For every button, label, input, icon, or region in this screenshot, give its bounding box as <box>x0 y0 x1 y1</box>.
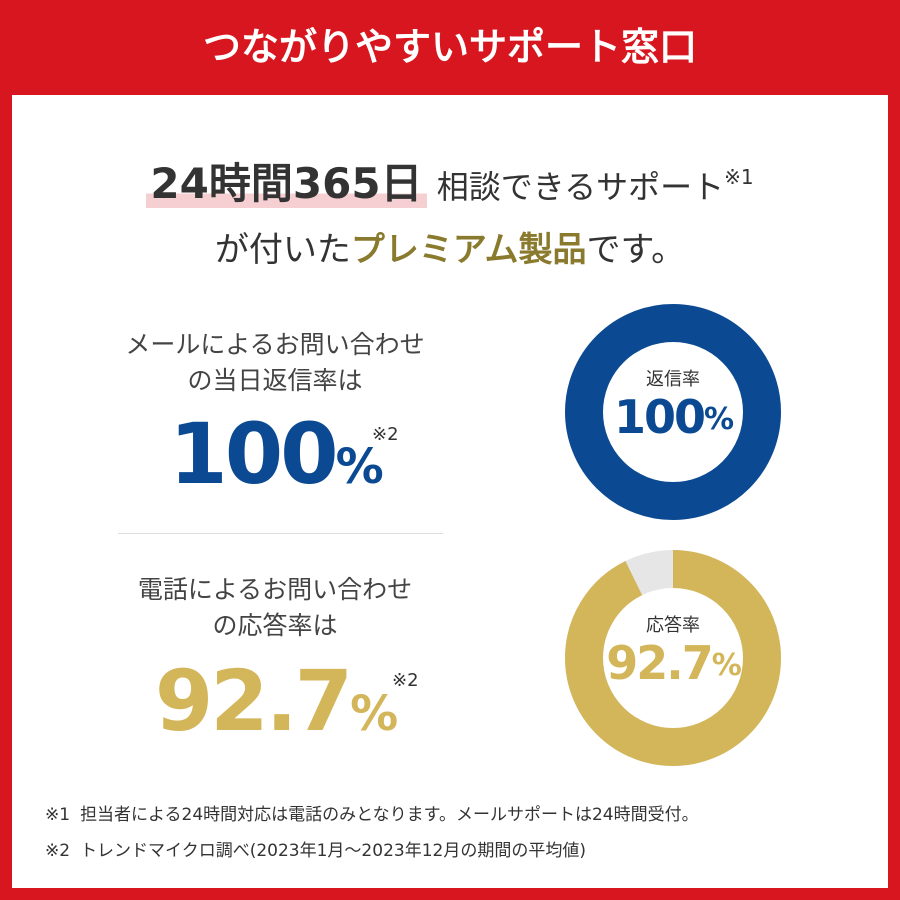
headline-prefix: が付いた <box>214 230 351 270</box>
stat-line: の応答率は <box>212 611 338 640</box>
header-title: つながりやすいサポート窓口 <box>202 25 697 69</box>
headline-text: 相談できるサポート <box>436 168 725 206</box>
headline-emphasis: プレミアム製品 <box>350 230 587 270</box>
divider <box>118 533 443 534</box>
donut-label: 応答率 <box>646 615 700 636</box>
stat-line: 電話によるお問い合わせ <box>137 575 413 604</box>
donut-segment <box>565 304 781 520</box>
stat-description: 電話によるお問い合わせ の応答率は <box>60 572 490 644</box>
footnote: ※1 担当者による24時間対応は電話のみとなります。メールサポートは24時間受付。 <box>45 800 699 825</box>
stat-description: メールによるお問い合わせ の当日返信率は <box>60 327 490 399</box>
headline: 24時間365日 相談できるサポート※1 <box>0 150 900 211</box>
footnote-mark: ※1 <box>45 805 71 825</box>
headline-2: が付いたプレミアム製品です。 <box>0 222 900 271</box>
note-mark: ※2 <box>372 424 399 445</box>
donut-segment <box>565 550 781 766</box>
donut-value: 100% <box>614 390 734 444</box>
stat-value: 92.7% <box>154 652 398 750</box>
stat-line: メールによるお問い合わせ <box>125 330 425 359</box>
stat-line: の当日返信率は <box>187 366 363 395</box>
donut-value: 92.7% <box>606 636 742 690</box>
headline-suffix: です。 <box>586 230 686 270</box>
footnote: ※2 トレンドマイクロ調べ(2023年1月～2023年12月の期間の平均値) <box>45 836 586 861</box>
donut-label: 返信率 <box>646 369 700 390</box>
footnote-mark: ※2 <box>45 841 71 861</box>
headline-highlight: 24時間365日 <box>146 159 427 208</box>
footnote-text: トレンドマイクロ調べ(2023年1月～2023年12月の期間の平均値) <box>80 841 586 861</box>
footnote-text: 担当者による24時間対応は電話のみとなります。メールサポートは24時間受付。 <box>80 805 699 825</box>
note-mark: ※2 <box>392 670 419 691</box>
stat-value: 100% <box>169 405 383 503</box>
note-mark: ※1 <box>724 165 754 189</box>
